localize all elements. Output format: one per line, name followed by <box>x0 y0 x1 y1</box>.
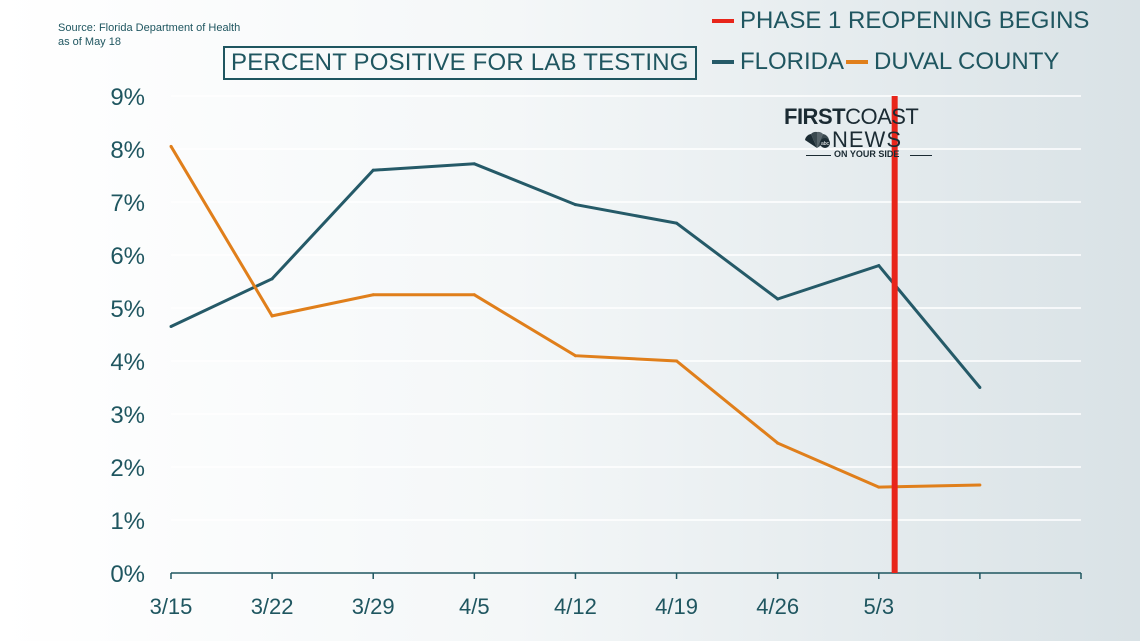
florida-legend-label: FLORIDA <box>740 48 845 75</box>
logo-coast: COAST <box>845 104 919 129</box>
axes <box>170 572 1082 579</box>
duval-legend-label: DUVAL COUNTY <box>874 48 1060 75</box>
logo-tagline: ON YOUR SIDE <box>834 149 900 159</box>
svg-text:abc: abc <box>821 141 830 147</box>
florida-point <box>371 168 375 172</box>
duval-point <box>472 293 476 297</box>
y-tick-label: 2% <box>110 455 145 482</box>
y-tick-label: 4% <box>110 349 145 376</box>
x-tick-label: 4/5 <box>459 594 490 619</box>
y-tick-label: 7% <box>110 190 145 217</box>
florida-point <box>978 386 982 389</box>
logo-rule-right <box>910 155 932 156</box>
florida-line <box>170 162 982 389</box>
phase-swatch <box>712 19 734 23</box>
chart-title: PERCENT POSITIVE FOR LAB TESTING <box>223 46 697 80</box>
x-tick-label: 3/29 <box>352 594 395 619</box>
logo-rule-left <box>806 155 831 156</box>
legend-phase: PHASE 1 REOPENING BEGINS <box>712 7 1089 35</box>
florida-swatch <box>712 60 734 64</box>
y-tick-label: 8% <box>110 137 145 164</box>
duval-line <box>169 145 980 489</box>
phase-legend-label: PHASE 1 REOPENING BEGINS <box>740 7 1090 34</box>
florida-point <box>573 203 577 207</box>
source-note: Source: Florida Department of Health as … <box>58 21 240 49</box>
logo-first: FIRST <box>784 104 846 129</box>
florida-point <box>877 264 881 268</box>
legend-series: FLORIDA DUVAL COUNTY <box>712 48 1061 76</box>
x-tick-label: 3/15 <box>150 594 193 619</box>
duval-swatch <box>846 60 869 64</box>
y-tick-label: 0% <box>110 561 145 588</box>
duval-point <box>877 485 881 489</box>
x-tick-label: 4/26 <box>756 594 799 619</box>
y-tick-label: 1% <box>110 508 145 535</box>
legend-item-duval: DUVAL COUNTY <box>846 48 1059 76</box>
x-tick-label: 5/3 <box>863 594 894 619</box>
duval-point <box>169 144 173 148</box>
y-tick-label: 9% <box>110 84 145 111</box>
florida-point <box>472 162 476 166</box>
source-date: as of May 18 <box>58 36 121 48</box>
logo-wordmark: FIRSTCOAST <box>784 104 919 130</box>
legend-item-florida: FLORIDA <box>712 48 844 76</box>
station-logo: FIRSTCOAST abc NEWS ON YOUR SIDE <box>782 104 938 162</box>
duval-point <box>371 293 375 297</box>
x-tick-label: 4/19 <box>655 594 698 619</box>
duval-point <box>978 483 982 487</box>
florida-point <box>675 221 679 225</box>
duval-point <box>270 314 274 318</box>
tick-labels: 0% 1% 2% 3% 4% 5% 6% 7% 8% 9% 3/15 3/22 3/29 4/5 4/12 4… <box>110 84 894 619</box>
duval-point <box>573 354 577 358</box>
gridlines <box>171 95 1081 521</box>
source-line: Source: Florida Department of Health <box>58 22 241 34</box>
logo-news: NEWS <box>832 127 902 152</box>
duval-point <box>776 441 780 445</box>
duval-point <box>675 359 679 363</box>
series-lines <box>169 144 982 489</box>
y-tick-label: 5% <box>110 296 145 323</box>
florida-point <box>776 297 780 301</box>
x-tick-label: 4/12 <box>554 594 597 619</box>
florida-point <box>270 277 274 281</box>
peacock-icon: abc <box>805 131 830 148</box>
florida-point <box>169 325 173 329</box>
x-tick-label: 3/22 <box>251 594 294 619</box>
y-tick-label: 3% <box>110 402 145 429</box>
y-tick-label: 6% <box>110 243 145 270</box>
